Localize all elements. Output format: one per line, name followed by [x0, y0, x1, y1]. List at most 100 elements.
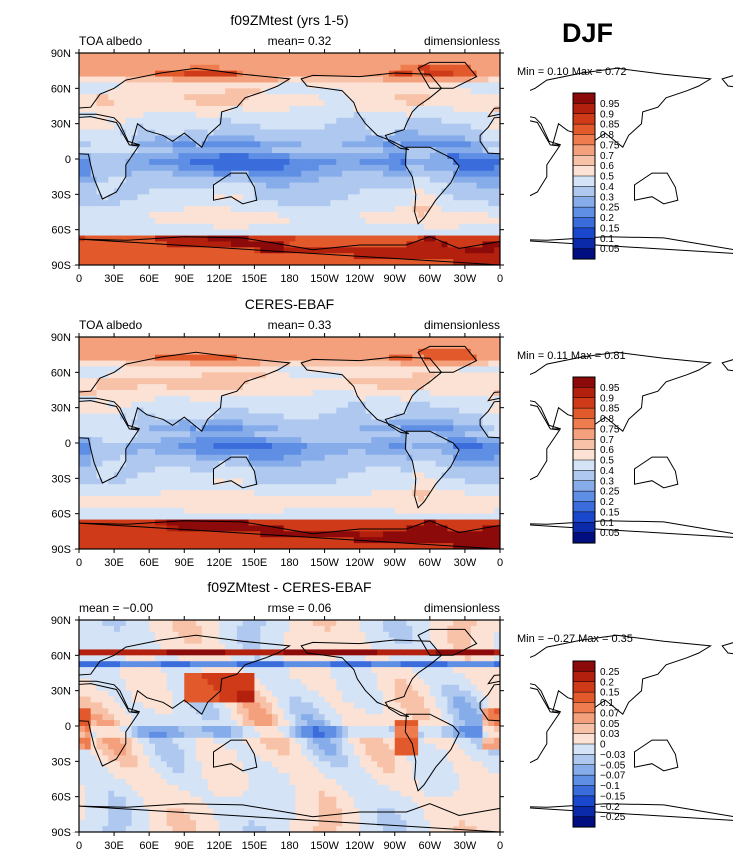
field-cell — [160, 519, 168, 526]
field-cell — [137, 337, 144, 344]
field-cell — [412, 360, 419, 367]
field-cell — [394, 419, 401, 426]
field-cell — [225, 217, 232, 225]
field-cell — [453, 337, 460, 344]
field-cell — [266, 354, 273, 361]
field-cell — [330, 519, 337, 526]
field-cell — [453, 460, 460, 467]
field-cell — [476, 490, 483, 497]
field-cell — [307, 378, 314, 385]
field-cell — [464, 507, 472, 515]
field-cell — [423, 419, 431, 426]
field-cell — [277, 164, 285, 172]
field-cell — [312, 106, 320, 113]
field-cell — [231, 241, 238, 248]
field-cell — [400, 460, 407, 467]
field-cell — [482, 159, 489, 166]
field-cell — [400, 247, 407, 254]
field-cell — [225, 223, 232, 231]
field-cell — [225, 182, 232, 189]
field-cell — [400, 106, 407, 113]
field-cell — [307, 100, 314, 107]
field-cell — [172, 229, 179, 236]
field-cell — [277, 117, 285, 125]
field-cell — [453, 194, 460, 201]
field-cell — [482, 176, 489, 183]
field-cell — [464, 217, 472, 225]
field-cell — [254, 170, 261, 178]
field-cell — [476, 53, 483, 60]
field-cell — [195, 360, 203, 367]
field-cell — [482, 147, 489, 154]
field-cell — [260, 519, 267, 526]
field-cell — [155, 147, 162, 154]
field-cell — [342, 200, 349, 207]
field-cell — [418, 478, 425, 485]
field-cell — [119, 106, 127, 113]
field-cell — [207, 378, 214, 385]
field-cell — [312, 372, 320, 379]
field-cell — [219, 337, 226, 344]
field-cell — [307, 443, 314, 450]
field-cell — [248, 431, 255, 438]
field-cell — [406, 135, 413, 142]
field-cell — [435, 217, 442, 225]
field-cell — [330, 194, 337, 201]
field-cell — [231, 454, 238, 462]
field-cell — [324, 443, 331, 450]
field-cell — [388, 407, 396, 414]
field-cell — [301, 354, 308, 361]
field-cell — [412, 378, 419, 385]
field-cell — [470, 194, 478, 201]
field-cell — [365, 437, 372, 444]
field-cell — [412, 164, 419, 172]
field-cell — [131, 88, 138, 95]
field-cell — [254, 366, 261, 373]
field-cell — [149, 354, 156, 361]
field-cell — [307, 431, 314, 438]
field-cell — [494, 170, 501, 178]
field-cell — [266, 360, 273, 367]
field-cell — [225, 354, 232, 361]
field-cell — [377, 443, 384, 450]
field-cell — [347, 407, 355, 414]
field-cell — [365, 188, 372, 195]
field-cell — [353, 82, 361, 89]
field-cell — [248, 170, 255, 178]
field-cell — [336, 390, 343, 397]
field-cell — [277, 259, 285, 266]
field-cell — [394, 360, 401, 367]
field-cell — [131, 106, 138, 113]
field-cell — [412, 372, 419, 379]
field-cell — [435, 176, 442, 183]
field-cell — [283, 217, 290, 225]
field-cell — [190, 141, 197, 148]
field-cell — [377, 490, 384, 497]
field-cell — [84, 212, 92, 219]
field-cell — [149, 342, 156, 350]
field-cell — [488, 507, 495, 515]
field-cell — [160, 390, 168, 397]
field-cell — [190, 188, 197, 195]
field-cell — [195, 53, 203, 60]
field-cell — [108, 395, 115, 403]
field-cell — [429, 164, 437, 172]
field-cell — [336, 501, 343, 509]
field-cell — [166, 501, 173, 509]
field-cell — [96, 478, 103, 485]
field-cell — [195, 519, 203, 526]
field-cell — [435, 484, 442, 491]
field-cell — [406, 170, 413, 178]
field-cell — [248, 501, 255, 509]
field-cell — [330, 507, 337, 515]
field-cell — [219, 176, 226, 183]
field-cell — [160, 94, 168, 101]
field-cell — [388, 419, 396, 426]
field-cell — [90, 206, 97, 213]
field-cell — [213, 413, 220, 420]
field-cell — [166, 53, 173, 60]
field-cell — [377, 82, 384, 89]
field-cell — [266, 241, 273, 248]
field-cell — [166, 88, 173, 95]
coastline-4 — [404, 146, 460, 225]
